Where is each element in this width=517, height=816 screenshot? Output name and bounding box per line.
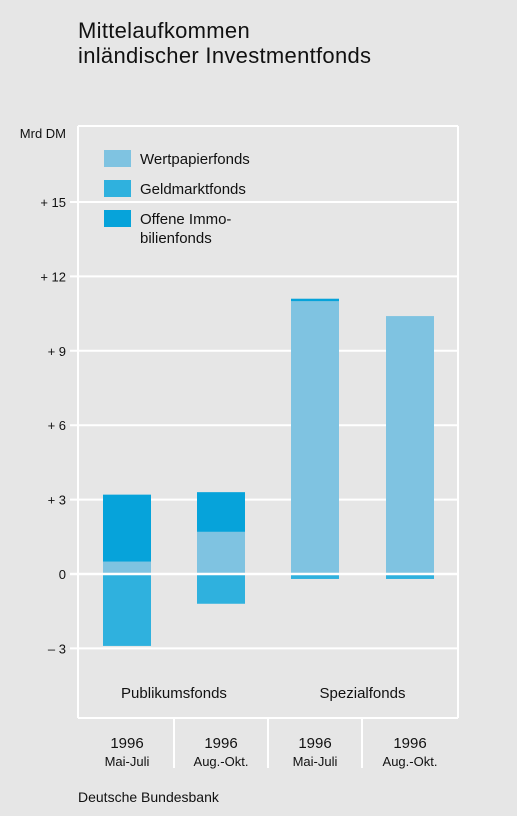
category-year-label: 1996 <box>110 735 143 752</box>
category-year-label: 1996 <box>204 735 237 752</box>
y-tick-label: 0 <box>59 567 66 582</box>
category-year-label: 1996 <box>298 735 331 752</box>
bar-segment <box>386 574 434 579</box>
bar-segment <box>291 574 339 579</box>
group-label: Spezialfonds <box>320 685 406 702</box>
y-tick-label: + 15 <box>40 195 66 210</box>
bar-segment <box>291 301 339 574</box>
legend-swatch <box>104 150 131 167</box>
legend-swatch <box>104 180 131 197</box>
y-tick-label: + 6 <box>48 418 66 433</box>
source-label: Deutsche Bundesbank <box>78 789 219 805</box>
legend-swatch <box>104 210 131 227</box>
legend-label: Offene Immo- <box>140 211 231 228</box>
chart-title-line-2: inländischer Investmentfonds <box>78 43 372 68</box>
bar-segment <box>386 316 434 574</box>
bar-segment <box>197 492 245 532</box>
category-period-label: Mai-Juli <box>293 754 338 769</box>
y-tick-label: – 3 <box>48 641 66 656</box>
y-tick-label: + 3 <box>48 493 66 508</box>
category-year-label: 1996 <box>393 735 426 752</box>
category-period-label: Aug.-Okt. <box>194 754 249 769</box>
category-period-label: Mai-Juli <box>105 754 150 769</box>
bar-segment <box>197 531 245 574</box>
bar-segment <box>103 494 151 562</box>
y-tick-label: + 12 <box>40 269 66 284</box>
chart-title: Mittelaufkommen inländischer Investmentf… <box>78 18 498 68</box>
y-tick-label: + 9 <box>48 344 66 359</box>
bar-segment <box>103 574 151 646</box>
bar-segment <box>197 574 245 604</box>
y-axis-unit-label: Mrd DM <box>20 126 66 141</box>
legend-label: Geldmarktfonds <box>140 181 246 198</box>
bar-segment <box>103 561 151 574</box>
chart-title-line-1: Mittelaufkommen <box>78 18 251 43</box>
category-period-label: Aug.-Okt. <box>383 754 438 769</box>
group-label: Publikumsfonds <box>121 685 227 702</box>
legend-label: Wertpapierfonds <box>140 151 250 168</box>
legend-label: bilienfonds <box>140 230 212 247</box>
bar-segment <box>291 298 339 302</box>
